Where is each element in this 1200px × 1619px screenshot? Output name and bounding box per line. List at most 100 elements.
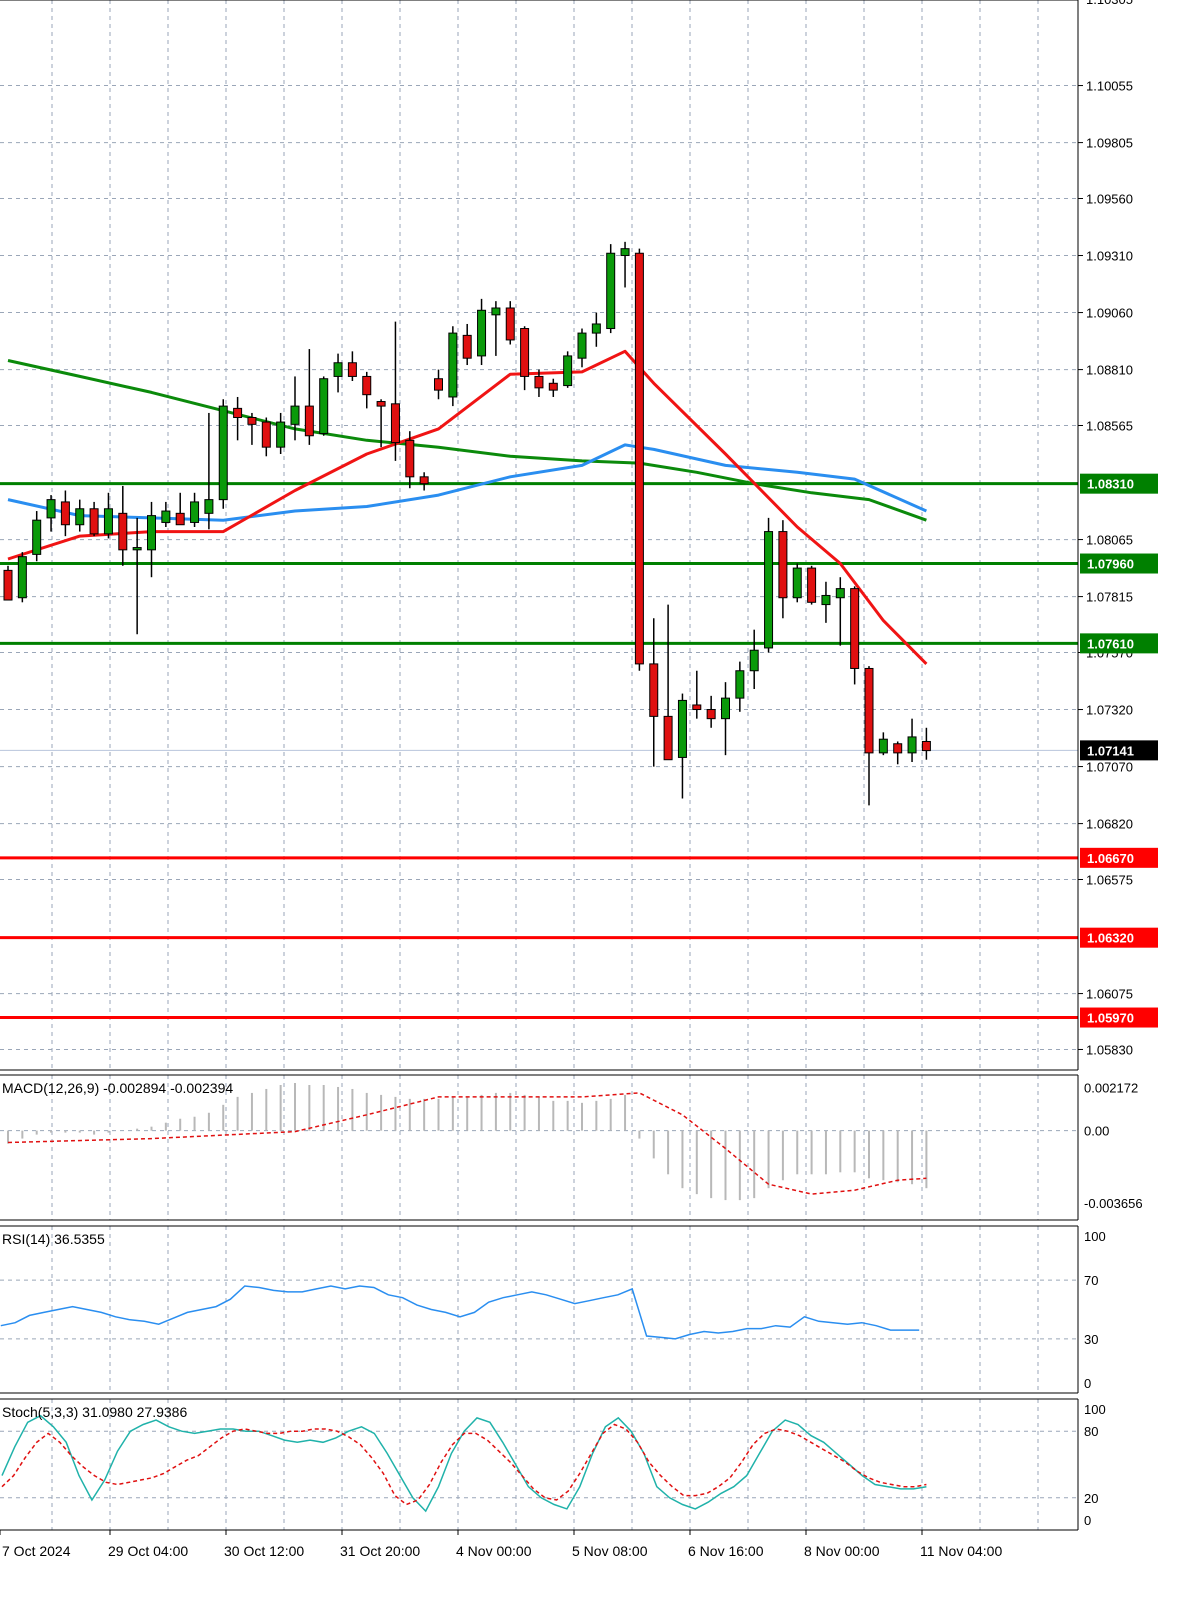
candle-body bbox=[405, 439, 415, 478]
time-label: 29 Oct 04:00 bbox=[108, 1543, 188, 1559]
price-tick-label: 1.09805 bbox=[1086, 136, 1133, 151]
level-label-box bbox=[1080, 1007, 1158, 1028]
time-label: 11 Nov 04:00 bbox=[920, 1543, 1002, 1559]
current-price-box bbox=[1080, 740, 1158, 761]
ma-red-line bbox=[7, 349, 928, 665]
price-tick-label: 1.08565 bbox=[1086, 418, 1133, 433]
candle-body bbox=[477, 309, 487, 357]
candle-body bbox=[735, 670, 745, 699]
stoch-tick-label: 100 bbox=[1084, 1402, 1106, 1417]
rsi-tick-label: 70 bbox=[1084, 1273, 1098, 1288]
candle-body bbox=[89, 508, 99, 535]
macd-label: MACD(12,26,9) -0.002894 -0.002394 bbox=[2, 1080, 233, 1096]
candle-body bbox=[692, 704, 702, 711]
candle-body bbox=[448, 332, 458, 398]
level-labels: 1.08310 1.07960 1.07610 1.06670 1.06320 1.059… bbox=[1080, 473, 1158, 1028]
candle-body bbox=[520, 328, 530, 377]
candle-body bbox=[204, 499, 214, 514]
candle-body bbox=[46, 499, 56, 519]
price-tick-label: 1.05830 bbox=[1086, 1042, 1133, 1057]
candle-body bbox=[290, 405, 300, 425]
level-label: 1.07610 bbox=[1087, 636, 1134, 651]
candle-body bbox=[17, 556, 27, 599]
rsi-tick-label: 0 bbox=[1084, 1376, 1091, 1391]
time-label: 5 Nov 08:00 bbox=[572, 1543, 648, 1559]
stoch-d-line bbox=[1, 1423, 927, 1506]
stoch-panel: 100 80 20 0 Stoch(5,3,3) 31.0980 27.9386 bbox=[0, 1402, 1106, 1528]
time-label: 6 Nov 16:00 bbox=[688, 1543, 764, 1559]
price-axis: 1.10055 1.09805 1.09560 1.09310 1.09060 1.088… bbox=[1078, 0, 1133, 1057]
current-price-label: 1.07141 bbox=[1087, 743, 1134, 758]
candle-body bbox=[175, 512, 185, 526]
candle-body bbox=[103, 508, 113, 535]
candle-body bbox=[907, 736, 917, 754]
candle-body bbox=[462, 334, 472, 359]
candle-body bbox=[390, 403, 400, 444]
candle-body bbox=[893, 743, 903, 754]
level-label: 1.05970 bbox=[1087, 1011, 1134, 1026]
level-label: 1.06320 bbox=[1087, 931, 1134, 946]
candle-body bbox=[362, 375, 372, 396]
candle-body bbox=[60, 501, 70, 526]
price-tick-label: 1.06820 bbox=[1086, 817, 1133, 832]
candle-body bbox=[233, 407, 243, 419]
candle-body bbox=[347, 362, 357, 377]
candle-body bbox=[821, 594, 831, 606]
candle-body bbox=[376, 401, 386, 407]
candle-body bbox=[792, 567, 802, 599]
candles bbox=[3, 241, 931, 806]
candle-body bbox=[649, 663, 659, 717]
stoch-tick-label: 80 bbox=[1084, 1424, 1098, 1439]
price-tick-label: 1.08065 bbox=[1086, 533, 1133, 548]
stoch-tick-label: 20 bbox=[1084, 1491, 1098, 1506]
macd-panel: 0.002172 0.00 -0.003656 MACD(12,26,9) -0.00… bbox=[0, 1080, 1143, 1211]
price-tick-label: 1.06075 bbox=[1086, 987, 1133, 1002]
candle-body bbox=[75, 508, 85, 526]
candle-body bbox=[577, 332, 587, 359]
macd-signal-line bbox=[7, 1092, 927, 1195]
price-tick-label: 1.09060 bbox=[1086, 306, 1133, 321]
candle-body bbox=[721, 697, 730, 720]
rsi-line bbox=[0, 1285, 920, 1340]
price-tick-label: 1.09310 bbox=[1086, 249, 1133, 264]
ma-blue-line bbox=[7, 443, 928, 522]
rsi-tick-label: 30 bbox=[1084, 1332, 1098, 1347]
candle-body bbox=[247, 417, 257, 425]
candle-body bbox=[132, 547, 142, 551]
macd-tick-label: 0.00 bbox=[1084, 1124, 1109, 1139]
candle-body bbox=[333, 362, 343, 377]
rsi-tick-label: 100 bbox=[1084, 1229, 1106, 1244]
candle-body bbox=[563, 355, 573, 387]
price-tick-label: 1.07815 bbox=[1086, 590, 1133, 605]
candle-body bbox=[850, 588, 860, 669]
candle-body bbox=[261, 421, 271, 448]
candle-body bbox=[32, 519, 42, 555]
candle-body bbox=[304, 405, 314, 437]
macd-tick-label: 0.002172 bbox=[1084, 1081, 1138, 1096]
candle-body bbox=[434, 378, 443, 391]
candle-body bbox=[319, 378, 329, 434]
candle-body bbox=[491, 307, 501, 316]
macd-tick-label: -0.003656 bbox=[1084, 1196, 1143, 1211]
candle-body bbox=[218, 405, 228, 501]
candle-body bbox=[118, 512, 128, 551]
candle-body bbox=[620, 248, 630, 257]
grid-lines bbox=[0, 0, 1078, 1530]
candle-body bbox=[878, 738, 888, 754]
candle-body bbox=[778, 531, 788, 599]
ma-green-line bbox=[7, 359, 927, 522]
level-label: 1.08310 bbox=[1087, 477, 1134, 492]
candle-body bbox=[864, 667, 874, 754]
price-tick-label-partial: 1.10305 bbox=[1086, 0, 1133, 7]
candle-body bbox=[534, 375, 544, 389]
candle-body bbox=[606, 252, 616, 330]
level-label-box bbox=[1080, 633, 1158, 654]
level-label-box bbox=[1080, 847, 1158, 868]
candle-body bbox=[161, 510, 171, 523]
candle-body bbox=[3, 569, 13, 601]
candle-body bbox=[505, 307, 515, 341]
rsi-label: RSI(14) 36.5355 bbox=[2, 1231, 105, 1247]
price-tick-label: 1.10055 bbox=[1086, 79, 1133, 94]
candle-body bbox=[749, 649, 759, 672]
